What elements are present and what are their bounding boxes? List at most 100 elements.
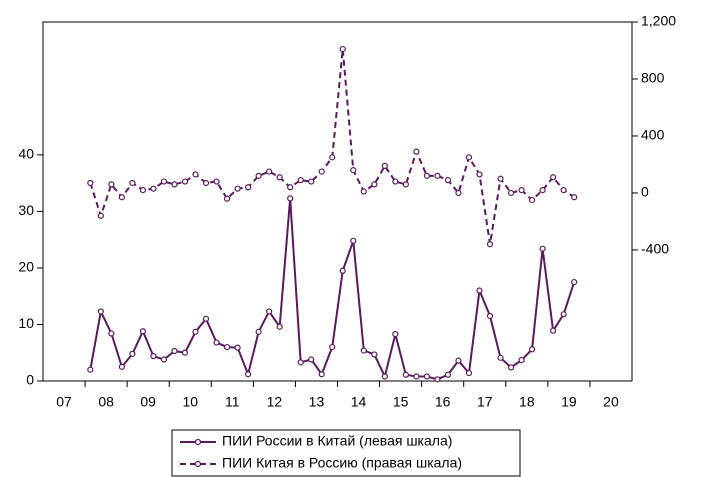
series-marker <box>234 185 241 192</box>
series-marker <box>87 366 94 373</box>
series-marker <box>486 312 494 320</box>
series-line <box>89 48 575 245</box>
y-tick-label: 20 <box>18 259 34 275</box>
series-marker <box>171 347 178 355</box>
series-line <box>89 198 576 381</box>
y-tick-label: 0 <box>26 372 34 388</box>
series-marker <box>287 195 294 202</box>
x-tick-label: 10 <box>182 394 198 410</box>
series-marker <box>87 179 94 187</box>
x-tick-label: 16 <box>435 394 451 410</box>
series-marker <box>160 356 168 363</box>
series-marker <box>455 189 462 197</box>
series-marker <box>213 339 220 346</box>
series-marker <box>339 267 346 274</box>
series-marker <box>223 195 231 202</box>
series-marker <box>360 347 367 354</box>
series-marker <box>465 154 473 161</box>
series-marker <box>381 162 388 169</box>
series-marker <box>392 330 399 338</box>
series-marker <box>97 212 104 219</box>
series-marker <box>329 154 336 161</box>
legend-box <box>171 429 521 477</box>
series-marker <box>339 45 346 53</box>
series-marker <box>360 188 367 195</box>
series-marker <box>434 376 441 383</box>
x-tick-label: 17 <box>477 394 493 410</box>
series-marker <box>181 178 189 185</box>
series-marker <box>234 344 241 351</box>
y2-tick-label: 0 <box>641 184 649 200</box>
x-tick-label: 09 <box>140 394 156 410</box>
series-marker <box>318 371 325 378</box>
series-marker <box>266 308 273 315</box>
series-marker <box>518 187 525 194</box>
series-marker <box>571 194 578 201</box>
series-marker <box>308 356 315 363</box>
y2-tick-label: 1,200 <box>641 13 676 29</box>
series-marker <box>139 328 147 335</box>
x-tick-label: 12 <box>267 394 283 410</box>
series-marker <box>560 187 567 194</box>
series-marker <box>476 171 483 178</box>
series-marker <box>192 171 199 178</box>
series-marker <box>381 373 388 380</box>
series-marker <box>118 194 125 201</box>
series-marker <box>465 369 473 377</box>
series-marker <box>550 327 557 334</box>
series-marker <box>371 351 378 358</box>
y-tick-label: 10 <box>18 315 34 331</box>
x-tick-label: 13 <box>309 394 325 410</box>
series-marker <box>108 330 115 337</box>
series-marker <box>350 167 357 174</box>
series-marker <box>308 178 315 185</box>
series-marker <box>202 315 210 322</box>
series-marker <box>192 328 199 335</box>
series-marker <box>329 343 336 351</box>
x-tick-label: 19 <box>561 394 577 410</box>
x-tick-label: 15 <box>393 394 409 410</box>
series-marker <box>150 353 157 360</box>
series-marker <box>139 187 147 194</box>
series-marker <box>486 241 494 248</box>
y-tick-label: 40 <box>18 146 34 162</box>
series-marker <box>108 181 115 188</box>
series-marker <box>181 349 189 356</box>
x-tick-label: 07 <box>56 394 72 410</box>
x-tick-label: 11 <box>225 394 240 410</box>
series-marker <box>371 181 378 188</box>
series-marker <box>129 179 136 187</box>
legend-label: ПИИ России в Китай (левая шкала) <box>222 433 452 449</box>
series-marker <box>497 175 504 182</box>
y2-tick-label: 400 <box>641 127 665 143</box>
series-marker <box>118 363 125 370</box>
legend-label: ПИИ Китая в Россию (правая шкала) <box>222 455 462 471</box>
series-marker <box>129 350 136 357</box>
series-marker <box>244 184 252 191</box>
series-marker <box>255 172 262 179</box>
series-marker <box>244 371 252 378</box>
x-tick-label: 20 <box>603 394 619 410</box>
series-marker <box>423 373 431 380</box>
series-marker <box>297 359 304 366</box>
series-marker <box>402 371 409 378</box>
x-tick-label: 14 <box>351 394 367 410</box>
series-marker <box>255 328 262 335</box>
series-marker <box>550 174 557 181</box>
series-marker <box>266 168 273 175</box>
series-marker <box>423 172 431 179</box>
x-tick-label: 18 <box>519 394 535 410</box>
series-marker <box>202 179 210 187</box>
plot-frame <box>42 21 633 382</box>
series-marker <box>444 371 452 378</box>
series-marker <box>160 178 168 185</box>
y2-tick-label: 800 <box>641 70 665 86</box>
series-marker <box>444 177 452 184</box>
series-marker <box>171 181 178 188</box>
series-marker <box>350 237 357 244</box>
x-tick-label: 08 <box>98 394 114 410</box>
series-marker <box>287 184 294 191</box>
series-marker <box>571 278 578 286</box>
